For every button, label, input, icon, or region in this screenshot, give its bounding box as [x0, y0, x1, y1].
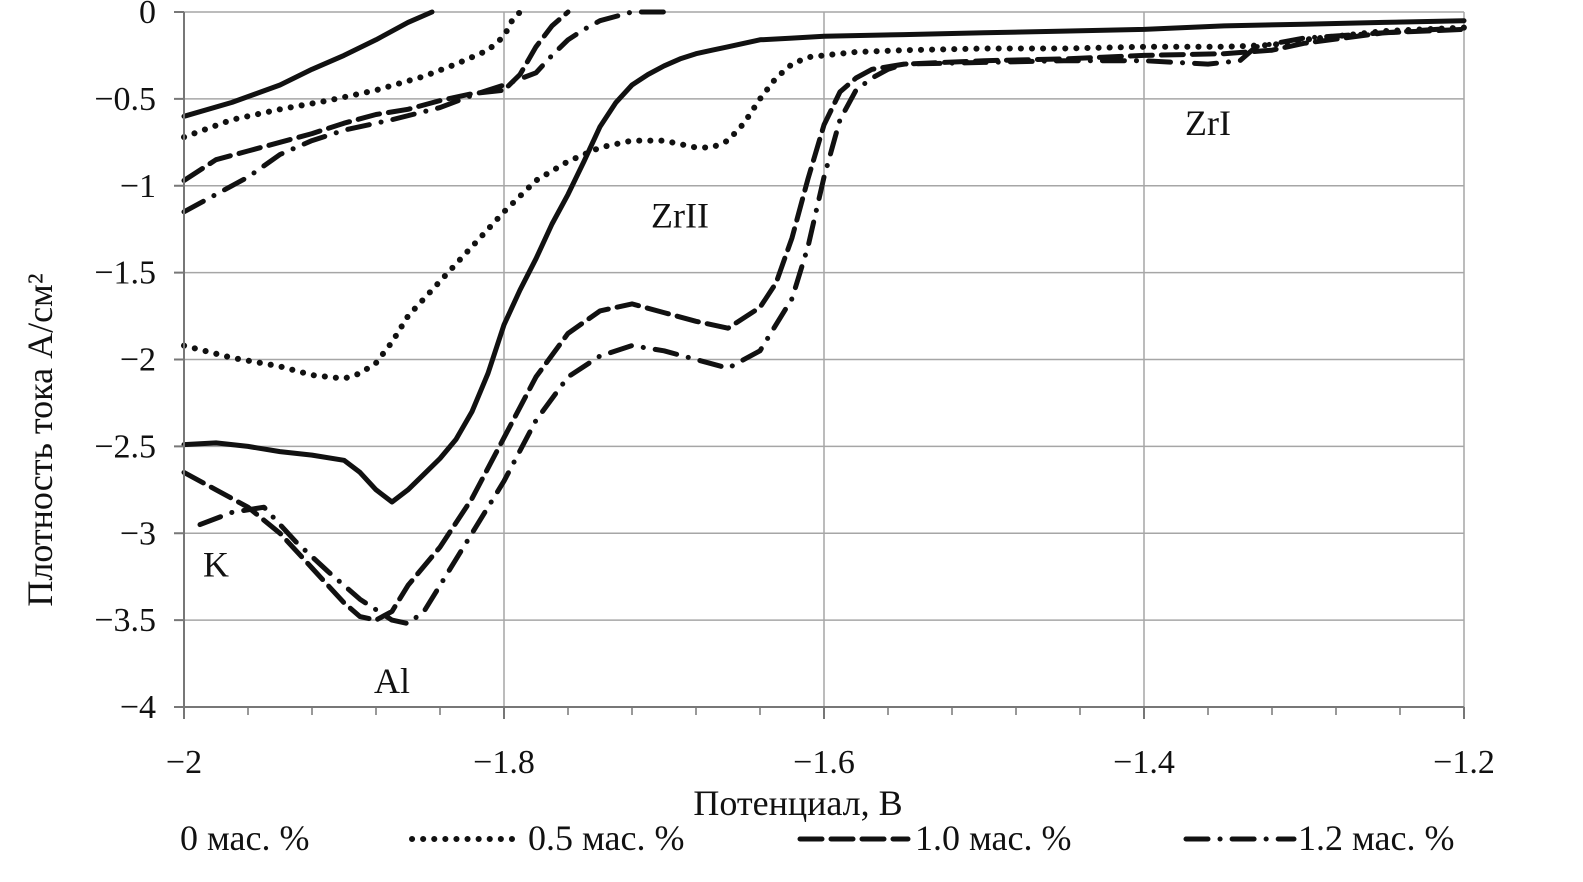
y-tick-label: −0.5	[94, 81, 156, 118]
annotation-label: K	[203, 545, 229, 585]
series-line-1-branch-2	[181, 18, 1467, 505]
y-tick-label: −4	[120, 689, 156, 726]
y-axis-label: Плотность тока А/см²	[20, 273, 60, 606]
x-tick-label: −1.2	[1433, 744, 1495, 781]
annotation-label: Al	[374, 661, 410, 701]
annotation-label: ZrII	[651, 195, 709, 235]
series-line-2-branch-1	[181, 9, 523, 141]
y-tick-label: −2.5	[94, 428, 156, 465]
legend-label: 1.0 мас. %	[915, 818, 1071, 858]
series-2	[181, 9, 1467, 382]
legend: 0 мас. % 0.5 мас. % 1.0 мас. % 1.2 мас. %	[180, 818, 1454, 858]
series-4	[181, 9, 1467, 627]
series-line-3-branch-2	[181, 26, 1467, 623]
annotation-label: ZrI	[1185, 103, 1231, 143]
y-tick-label: 0	[139, 0, 156, 31]
axes	[174, 11, 1465, 719]
x-tick-label: −1.8	[473, 744, 535, 781]
series-line-4-branch-2	[197, 25, 1467, 627]
x-tick-label: −2	[166, 744, 202, 781]
x-tick-label: −1.6	[793, 744, 855, 781]
series-group	[181, 9, 1467, 627]
series-line-2-branch-2	[181, 24, 1467, 382]
legend-item-3: 1.0 мас. %	[797, 818, 1071, 858]
x-axis-label: Потенциал, В	[693, 783, 902, 823]
legend-label: 1.2 мас. %	[1298, 818, 1454, 858]
series-3	[181, 9, 1467, 623]
series-line-1-branch-1	[181, 9, 435, 119]
legend-label: 0.5 мас. %	[528, 818, 684, 858]
legend-item-2: 0.5 мас. %	[409, 818, 684, 858]
legend-label: 0 мас. %	[180, 818, 309, 858]
y-tick-label: −1	[120, 168, 156, 205]
tick-labels: 0 −0.5 −1 −1.5 −2 −2.5 −3 −3.5 −4 −2 −1.8 −1.6 −1.4 −…	[94, 0, 1495, 781]
y-tick-label: −3	[120, 515, 156, 552]
series-line-3-branch-1	[181, 9, 571, 183]
x-tick-label: −1.4	[1113, 744, 1175, 781]
series-1	[181, 9, 1467, 505]
annotations: K Al ZrII ZrI	[203, 103, 1231, 701]
legend-item-4: 1.2 мас. %	[1183, 818, 1454, 858]
legend-item-1: 0 мас. %	[180, 818, 309, 858]
y-tick-label: −1.5	[94, 255, 156, 292]
y-tick-label: −3.5	[94, 602, 156, 639]
series-line-4-branch-1	[181, 9, 667, 215]
y-tick-label: −2	[120, 342, 156, 379]
